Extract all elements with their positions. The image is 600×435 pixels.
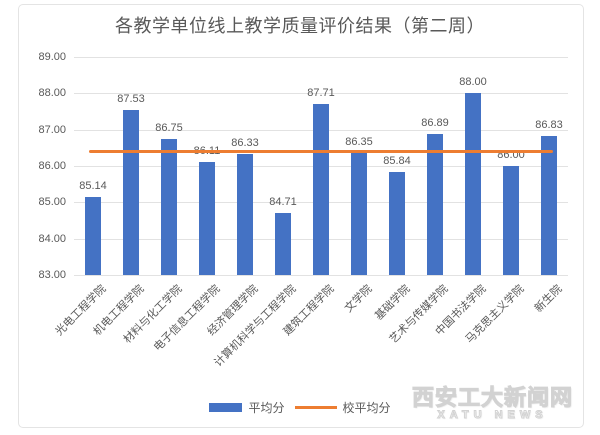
legend-bar-swatch: [209, 403, 243, 412]
bar-value-label: 86.89: [421, 116, 449, 129]
x-axis-category-label: 新生院: [532, 283, 565, 315]
bar: [313, 103, 329, 275]
bar-value-label: 87.53: [117, 93, 145, 106]
watermark-latin: XATU NEWS: [437, 409, 548, 422]
bar: [389, 171, 405, 275]
y-axis-tick-label: 83.00: [38, 269, 66, 281]
xatu-news-watermark: 西安工大新闻网 XATU NEWS: [411, 385, 573, 422]
y-axis-tick-label: 88.00: [38, 87, 66, 100]
chart-legend: 平均分 校平均分: [0, 399, 600, 416]
bar: [85, 197, 101, 275]
y-axis-tick-label: 85.00: [38, 196, 66, 209]
y-axis-tick-label: 89.00: [38, 51, 66, 63]
y-gridline: [74, 275, 568, 276]
y-axis-tick-label: 86.00: [38, 160, 66, 172]
x-axis-category-label: 电子信息工程学院: [151, 283, 223, 354]
watermark-chinese: 西安工大新闻网: [411, 385, 573, 410]
bar-value-label: 85.14: [79, 180, 107, 193]
y-axis-tick-label: 84.00: [38, 232, 66, 245]
bar: [503, 166, 519, 275]
bar-value-label: 85.84: [383, 154, 411, 167]
bar-value-label: 86.33: [231, 137, 259, 149]
bar: [199, 162, 215, 275]
legend-line-label: 校平均分: [342, 401, 391, 415]
y-gridline: [74, 57, 568, 58]
bar: [465, 93, 481, 275]
chart-frame: [18, 4, 584, 428]
school-average-line: [89, 149, 553, 153]
bar: [123, 110, 139, 275]
bar: [541, 135, 557, 275]
bar: [161, 138, 177, 275]
bar-value-label: 88.00: [459, 76, 487, 89]
bar-value-label: 86.75: [155, 121, 183, 134]
legend-line-swatch: [294, 406, 337, 409]
bar: [351, 153, 367, 275]
y-gridline: [74, 93, 568, 95]
bar: [427, 133, 443, 275]
bar-value-label: 86.35: [345, 136, 373, 149]
bar: [237, 154, 253, 275]
bar-value-label: 84.71: [269, 195, 297, 208]
chart-title: 各教学单位线上教学质量评价结果（第二周）: [115, 16, 485, 36]
bar: [275, 212, 291, 275]
legend-bar-label: 平均分: [248, 401, 285, 415]
y-axis-tick-label: 87.00: [38, 123, 66, 136]
bar-value-label: 86.83: [535, 118, 563, 131]
x-axis-category-label: 文学院: [342, 283, 375, 315]
bar-value-label: 87.71: [307, 86, 335, 99]
